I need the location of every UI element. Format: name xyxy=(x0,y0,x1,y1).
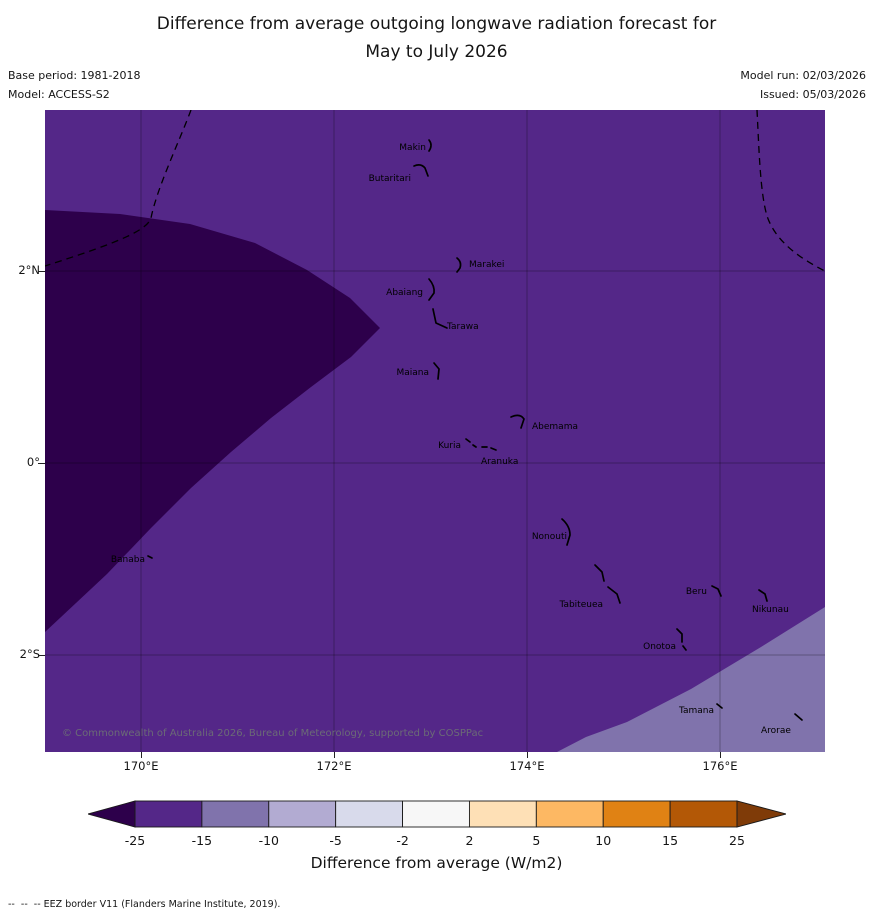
island-marker xyxy=(711,585,722,597)
lon-axis-tick xyxy=(720,752,721,758)
issued-text: Issued: 05/03/2026 xyxy=(759,87,866,101)
base-period-text: Base period: 1981-2018 xyxy=(8,69,141,82)
lon-axis-tick xyxy=(334,752,335,758)
colorbar: -25 -15 -10 -5 -2 2 5 10 15 25 xyxy=(88,800,786,850)
island-label: Marakei xyxy=(469,260,504,270)
island-label: Abaiang xyxy=(386,288,423,298)
page-title-line1: Difference from average outgoing longwav… xyxy=(156,14,717,34)
island-label: Onotoa xyxy=(643,642,676,652)
lon-axis-label: 174°E xyxy=(509,759,545,773)
island-marker xyxy=(413,164,429,177)
colorbar-segment xyxy=(602,800,671,828)
lat-axis-label: 2°N xyxy=(18,263,40,277)
island-marker xyxy=(794,713,803,721)
island-marker xyxy=(758,589,768,602)
island-marker xyxy=(433,362,440,380)
colorbar-segment xyxy=(468,800,537,828)
map-copyright: © Commonwealth of Australia 2026, Bureau… xyxy=(62,728,483,739)
island-label: Tamana xyxy=(678,706,714,716)
island-label: Tabiteuea xyxy=(558,600,603,610)
island-label: Aranuka xyxy=(481,457,518,467)
island-marker xyxy=(147,555,153,559)
island-label: Nikunau xyxy=(752,605,789,615)
island-marker xyxy=(561,518,571,546)
colorbar-tick-label: 15 xyxy=(662,833,678,848)
island-label: Nonouti xyxy=(532,532,567,542)
colorbar-segment xyxy=(535,800,604,828)
island-marker xyxy=(428,278,435,301)
colorbar-segment xyxy=(335,800,404,828)
colorbar-label: Difference from average (W/m2) xyxy=(310,854,563,872)
colorbar-tick-label: -5 xyxy=(329,833,341,848)
island-label: Butaritari xyxy=(369,174,411,184)
lat-axis-label: 2°S xyxy=(19,647,40,661)
island-marker xyxy=(465,438,477,448)
island-label: Maiana xyxy=(396,368,429,378)
page-title: Difference from average outgoing longwav… xyxy=(0,11,873,66)
lon-axis-tick xyxy=(141,752,142,758)
island-marker xyxy=(432,308,448,329)
colorbar-tick-label: -2 xyxy=(396,833,408,848)
page-title-line2: May to July 2026 xyxy=(365,41,508,62)
colorbar-arrow-right xyxy=(736,800,786,828)
model-run-text: Model run: 02/03/2026 xyxy=(740,69,866,82)
colorbar-tick-label: -15 xyxy=(192,833,212,848)
island-label: Arorae xyxy=(761,726,791,736)
island-marker xyxy=(510,414,525,429)
colorbar-segment xyxy=(402,800,470,828)
island-label: Makin xyxy=(399,143,426,153)
colorbar-tick-label: 25 xyxy=(729,833,745,848)
island-label: Tarawa xyxy=(446,322,479,332)
island-marker xyxy=(676,628,687,651)
map-area: Makin Butaritari Marakei Abaiang Tarawa Maian… xyxy=(45,110,825,752)
island-marker xyxy=(716,703,723,709)
colorbar-tick-label: -10 xyxy=(259,833,279,848)
region-moderate-negative-anomaly xyxy=(557,607,825,752)
island-label: Kuria xyxy=(438,441,461,451)
lon-axis-label: 172°E xyxy=(316,759,352,773)
lon-axis-tick xyxy=(527,752,528,758)
colorbar-scale: -25 -15 -10 -5 -2 2 5 10 15 25 xyxy=(88,800,786,848)
colorbar-segment xyxy=(268,800,337,828)
lat-axis-tick xyxy=(38,463,45,464)
island-marker xyxy=(456,257,462,273)
lon-axis-label: 176°E xyxy=(702,759,738,773)
eez-note: -- -- -- EEZ border V11 (Flanders Marine… xyxy=(8,899,281,910)
region-strong-negative-anomaly xyxy=(45,210,380,632)
lat-axis-tick xyxy=(38,271,45,272)
island-label: Banaba xyxy=(111,555,145,565)
meta-left: Base period: 1981-2018 Model: ACCESS-S2 xyxy=(8,67,140,104)
colorbar-tick-label: 5 xyxy=(532,833,540,848)
colorbar-arrow-left xyxy=(88,800,136,828)
colorbar-tick-label: -25 xyxy=(125,833,145,848)
colorbar-segment xyxy=(201,800,270,828)
lat-axis-tick xyxy=(38,655,45,656)
colorbar-tick-label: 2 xyxy=(465,833,473,848)
island-marker xyxy=(481,446,497,451)
colorbar-segment xyxy=(669,800,738,828)
olr-anomaly-map: Makin Butaritari Marakei Abaiang Tarawa Maian… xyxy=(45,110,825,752)
island-label: Beru xyxy=(686,587,707,597)
eez-border-line xyxy=(45,110,192,267)
island-marker xyxy=(594,564,621,604)
colorbar-segment xyxy=(134,800,203,828)
meta-right: Model run: 02/03/2026 Issued: 05/03/2026 xyxy=(740,67,866,104)
lat-axis-label: 0° xyxy=(26,455,40,469)
island-label: Abemama xyxy=(532,422,578,432)
island-marker xyxy=(428,139,432,152)
colorbar-tick-label: 10 xyxy=(595,833,611,848)
lon-axis-label: 170°E xyxy=(123,759,159,773)
model-text: Model: ACCESS-S2 xyxy=(8,87,110,101)
